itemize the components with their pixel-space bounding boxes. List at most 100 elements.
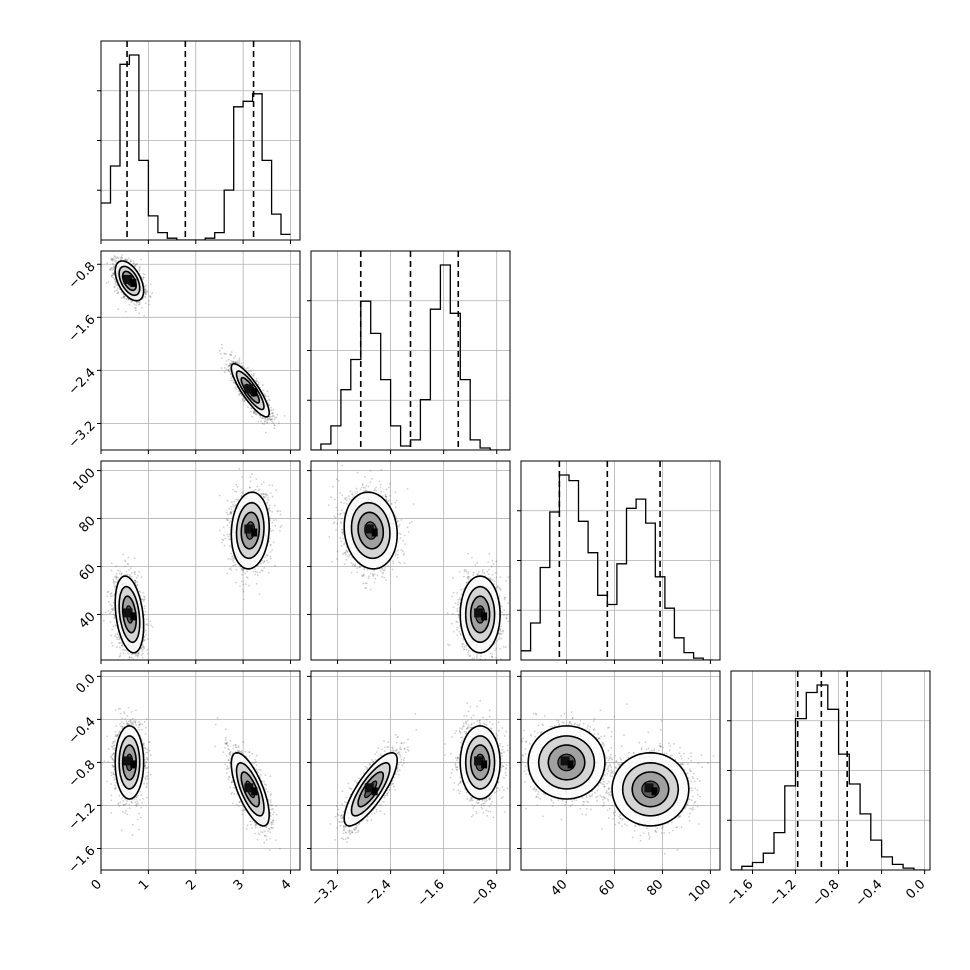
sample-point: [235, 388, 238, 391]
density-peak: [130, 278, 137, 287]
sample-point: [115, 575, 118, 577]
sample-point: [116, 632, 119, 635]
sample-point: [113, 255, 116, 257]
sample-point: [111, 605, 113, 607]
sample-point: [143, 595, 145, 598]
sample-point: [143, 636, 146, 639]
sample-point: [255, 413, 257, 416]
sample-point: [121, 644, 124, 647]
sample-point: [133, 264, 136, 267]
sample-point: [134, 579, 137, 582]
sample-point: [142, 646, 145, 648]
sample-point: [115, 577, 118, 580]
sample-point: [132, 658, 135, 660]
sample-point: [245, 367, 248, 370]
sample-point: [128, 568, 131, 571]
sample-point: [269, 418, 272, 421]
sample-point: [136, 263, 139, 265]
sample-point: [128, 656, 131, 658]
sample-point: [130, 575, 133, 578]
sample-point: [140, 576, 143, 578]
sample-point: [145, 284, 148, 287]
sample-point: [247, 370, 250, 373]
sample-point: [283, 415, 286, 417]
sample-point: [255, 413, 258, 416]
sample-point: [130, 300, 132, 302]
sample-point: [146, 623, 148, 626]
sample-point: [136, 581, 139, 583]
sample-point: [230, 351, 233, 353]
sample-point: [143, 639, 146, 642]
sample-point: [136, 584, 138, 587]
sample-point: [135, 304, 138, 306]
sample-point: [136, 656, 139, 658]
sample-point: [134, 581, 137, 584]
sample-point: [144, 291, 147, 294]
sample-point: [141, 656, 144, 659]
sample-point: [138, 590, 141, 593]
sample-point: [124, 559, 126, 562]
sample-point: [252, 375, 255, 377]
sample-point: [243, 400, 246, 402]
sample-point: [110, 267, 113, 269]
sample-point: [219, 529, 221, 532]
sample-point: [114, 260, 117, 263]
sample-point: [110, 608, 113, 611]
sample-point: [221, 357, 223, 360]
sample-point: [273, 424, 276, 426]
sample-point: [127, 556, 130, 559]
sample-point: [124, 573, 127, 576]
sample-point: [113, 585, 116, 587]
sample-point: [250, 370, 253, 373]
sample-point: [234, 563, 237, 566]
sample-point: [251, 415, 254, 418]
sample-point: [127, 652, 130, 655]
sample-point: [142, 648, 144, 651]
sample-point: [237, 362, 239, 364]
panel-content: [101, 41, 291, 240]
sample-point: [138, 266, 141, 269]
sample-point: [131, 653, 134, 656]
sample-point: [135, 580, 137, 583]
sample-point: [124, 259, 126, 261]
sample-point: [118, 637, 121, 640]
sample-point: [232, 361, 235, 364]
sample-point: [142, 644, 144, 646]
density-peak: [251, 388, 258, 397]
sample-point: [112, 613, 115, 616]
sample-point: [112, 273, 115, 276]
sample-point: [144, 610, 147, 613]
panel-content: [311, 251, 510, 450]
sample-point: [117, 291, 120, 293]
sample-point: [118, 572, 121, 575]
sample-point: [151, 292, 154, 294]
sample-point: [116, 289, 118, 292]
sample-point: [123, 649, 126, 651]
sample-point: [143, 273, 146, 276]
sample-point: [266, 418, 269, 421]
sample-point: [232, 361, 235, 364]
sample-point: [226, 513, 229, 516]
sample-point: [112, 272, 114, 275]
sample-point: [252, 372, 255, 375]
sample-point: [112, 581, 115, 583]
sample-point: [228, 364, 231, 367]
sample-point: [117, 257, 120, 260]
sample-point: [275, 416, 278, 419]
sample-point: [141, 646, 143, 649]
sample-point: [139, 301, 141, 304]
sample-point: [114, 633, 117, 636]
sample-point: [234, 386, 237, 389]
sample-point: [115, 576, 118, 579]
sample-point: [219, 349, 221, 352]
sample-point: [125, 298, 128, 300]
sample-point: [266, 390, 269, 392]
sample-point: [143, 596, 146, 599]
sample-point: [220, 343, 223, 346]
sample-point: [252, 374, 254, 377]
sample-point: [110, 569, 113, 572]
sample-point: [227, 364, 230, 367]
sample-point: [269, 418, 272, 421]
sample-point: [144, 291, 147, 294]
sample-point: [111, 595, 113, 597]
